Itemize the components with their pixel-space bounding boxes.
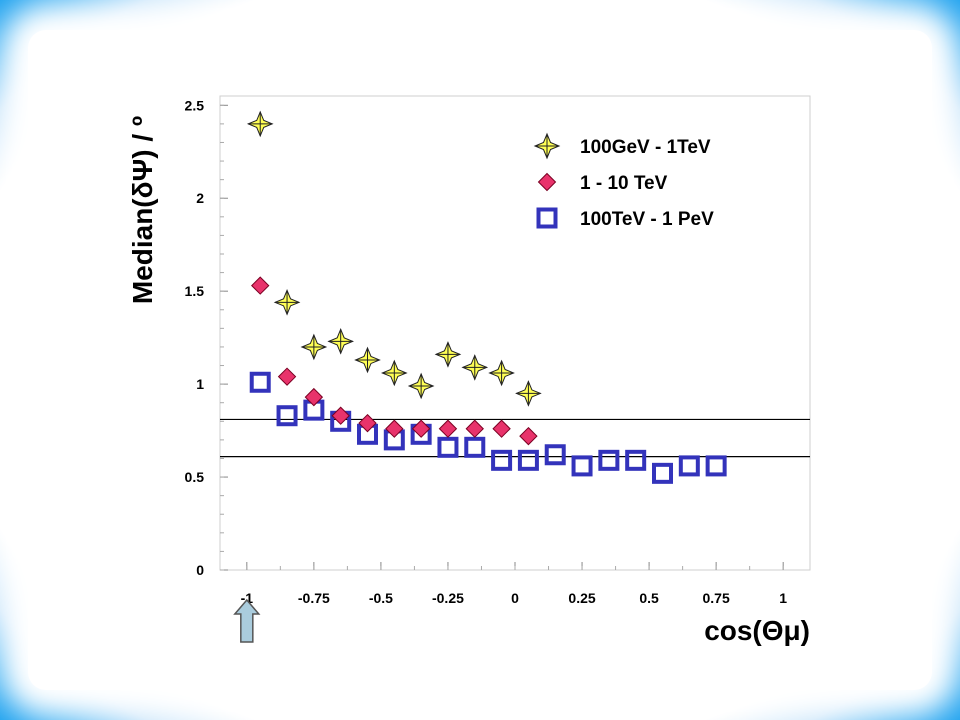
plot-area: [219, 95, 811, 571]
y-tick-label: 1: [196, 376, 204, 392]
y-tick-label: 2.5: [185, 97, 205, 113]
slide-frame: [28, 30, 932, 690]
point-square: [491, 449, 513, 471]
x-tick-label: 1: [779, 590, 787, 606]
y-tick-label: 2: [196, 190, 204, 206]
point-square: [705, 455, 727, 477]
x-axis-title: cos(Θμ): [704, 615, 810, 646]
series-1: [251, 276, 538, 446]
point-diamond: [331, 406, 350, 425]
legend-marker-square: [536, 207, 558, 229]
point-diamond: [438, 419, 458, 438]
series-0: [246, 110, 542, 407]
x-tick-label: 0: [511, 590, 519, 606]
point-square: [678, 455, 700, 477]
x-tick-label: 0.5: [639, 590, 659, 606]
point-diamond: [304, 387, 324, 407]
x-tick-label: 0.75: [703, 590, 730, 606]
point-square: [249, 371, 271, 393]
x-tick-label: -0.75: [298, 590, 330, 606]
point-diamond: [465, 419, 484, 438]
point-square: [571, 455, 593, 477]
point-square: [437, 436, 459, 458]
point-square: [652, 462, 673, 484]
point-diamond: [358, 413, 377, 433]
point-square: [517, 449, 539, 471]
x-tick-label: -0.5: [369, 590, 393, 606]
point-diamond: [277, 367, 297, 386]
y-tick-label: 0.5: [185, 469, 205, 485]
point-square: [625, 449, 647, 471]
point-diamond: [492, 419, 511, 438]
x-tick-label: -1: [241, 590, 254, 606]
legend-label: 1 - 10 TeV: [580, 173, 668, 194]
legend-marker-diamond: [537, 172, 557, 192]
point-diamond: [519, 426, 538, 446]
legend-label: 100GeV - 1TeV: [580, 137, 711, 158]
point-diamond: [411, 419, 431, 438]
data-points: [246, 110, 727, 484]
point-diamond: [251, 276, 270, 295]
up-arrow-icon: [233, 598, 261, 643]
point-square: [544, 444, 566, 466]
series-2: [249, 371, 727, 484]
point-square: [464, 436, 486, 458]
legend-label: 100TeV - 1 PeV: [580, 209, 714, 230]
point-square: [276, 405, 298, 427]
x-tick-label: -0.25: [432, 590, 464, 606]
point-diamond: [385, 419, 404, 438]
y-axis: 0 0.5 1 1.5 2 2.5: [185, 97, 228, 578]
reference-lines: [220, 418, 810, 458]
legend: 100GeV - 1TeV 1 - 10 TeV 100TeV - 1 PeV: [533, 132, 714, 230]
arrow-marker: [233, 598, 261, 643]
y-tick-label: 0: [196, 562, 204, 578]
y-tick-label: 1.5: [185, 283, 205, 299]
x-axis: -1 -0.75 -0.5 -0.25 0 0.25 0.5 0.75 1: [241, 562, 787, 606]
x-tick-label: 0.25: [568, 590, 595, 606]
point-square: [598, 449, 620, 471]
y-axis-title: Median(δΨ) / º: [127, 116, 158, 304]
